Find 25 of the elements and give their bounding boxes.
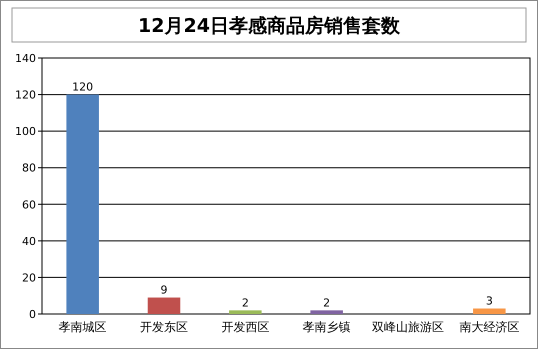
y-tick-label: 20 — [22, 271, 36, 284]
bar — [473, 308, 506, 314]
chart-title: 12月24日孝感商品房销售套数 — [138, 15, 401, 37]
x-tick-label: 开发东区 — [140, 320, 188, 334]
x-tick-label: 孝南乡镇 — [302, 320, 351, 334]
data-label: 3 — [486, 294, 493, 308]
bar — [310, 310, 343, 314]
data-label: 120 — [72, 80, 94, 94]
bar — [66, 94, 99, 314]
y-tick-label: 120 — [15, 88, 36, 102]
y-tick-label: 40 — [22, 234, 36, 248]
y-tick-label: 0 — [29, 308, 36, 321]
bar — [229, 310, 262, 314]
y-tick-label: 80 — [22, 162, 36, 175]
y-tick-label: 140 — [15, 52, 36, 65]
x-tick-label: 开发西区 — [221, 320, 270, 334]
bar — [148, 298, 180, 314]
data-label: 9 — [160, 284, 168, 297]
x-tick-label: 孝南城区 — [58, 320, 107, 334]
y-tick-label: 100 — [15, 125, 36, 138]
x-tick-label: 双峰山旅游区 — [372, 320, 444, 334]
data-label: 2 — [242, 296, 249, 310]
data-label: 2 — [323, 296, 330, 310]
y-tick-label: 60 — [22, 198, 36, 212]
x-tick-label: 南大经济区 — [459, 320, 520, 334]
